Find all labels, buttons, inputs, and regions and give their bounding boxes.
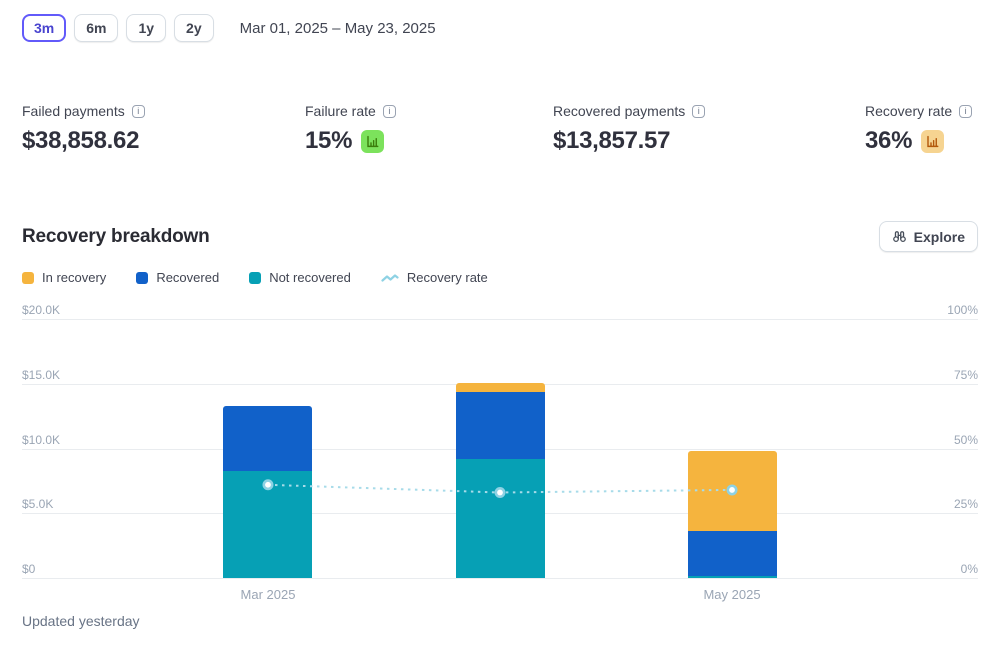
bar-stack-apr-2025[interactable] bbox=[455, 382, 545, 578]
left-axis-tick-label: $20.0K bbox=[22, 303, 61, 317]
info-icon[interactable]: i bbox=[131, 104, 145, 118]
plot-area: $20.0K 100% $15.0K 75% $10.0K 50% $5.0K 25% $0 0%… bbox=[22, 303, 978, 602]
right-axis-tick-label: 50% bbox=[953, 432, 978, 447]
bar-segment-not-recovered[interactable] bbox=[455, 458, 545, 578]
info-icon[interactable]: i bbox=[692, 104, 706, 118]
range-button-2y[interactable]: 2y bbox=[174, 14, 214, 42]
legend-swatch bbox=[136, 271, 149, 284]
updated-status-text: Updated yesterday bbox=[22, 613, 140, 629]
metric-label-text: Failure rate bbox=[305, 103, 376, 119]
metric-failed-payments: Failed payments i $38,858.62 bbox=[22, 103, 305, 155]
x-axis-label: Mar 2025 bbox=[240, 587, 296, 602]
recovery-dashboard-page: 3m 6m 1y 2y Mar 01, 2025 – May 23, 2025 … bbox=[22, 14, 978, 629]
metric-recovery-rate: Recovery rate i 36% bbox=[865, 103, 978, 155]
bar-segment-not-recovered[interactable] bbox=[687, 576, 777, 578]
range-button-6m[interactable]: 6m bbox=[74, 14, 119, 42]
bar-segment-in-recovery[interactable] bbox=[455, 382, 545, 392]
explore-button-label: Explore bbox=[913, 228, 965, 245]
right-axis-tick-label: 100% bbox=[947, 303, 978, 317]
wave-line-icon bbox=[381, 273, 399, 282]
legend-swatch bbox=[22, 271, 34, 284]
metric-label: Failure rate i bbox=[305, 103, 553, 119]
metric-value: 15% bbox=[305, 127, 353, 154]
range-button-1y[interactable]: 1y bbox=[126, 14, 167, 42]
legend-item-in-recovery: In recovery bbox=[22, 270, 106, 285]
bar-segment-recovered[interactable] bbox=[455, 391, 545, 459]
metric-value: $38,858.62 bbox=[22, 127, 140, 154]
right-axis-tick-label: 25% bbox=[953, 497, 978, 512]
legend-label: Not recovered bbox=[269, 270, 351, 285]
date-range-toolbar: 3m 6m 1y 2y Mar 01, 2025 – May 23, 2025 bbox=[22, 14, 978, 42]
range-button-3m[interactable]: 3m bbox=[22, 14, 67, 42]
metric-label: Recovery rate i bbox=[865, 103, 978, 119]
bar-stack-may-2025[interactable] bbox=[687, 451, 777, 578]
date-range-text: Mar 01, 2025 – May 23, 2025 bbox=[239, 19, 436, 37]
left-axis-tick-label: $5.0K bbox=[22, 497, 54, 512]
left-axis-tick-label: $15.0K bbox=[22, 367, 61, 382]
bar-stack-mar-2025[interactable] bbox=[223, 405, 313, 578]
binoculars-icon bbox=[892, 231, 906, 243]
grid-line: $0 0% bbox=[22, 562, 978, 579]
left-axis-tick-label: $0 bbox=[22, 562, 36, 576]
left-axis-tick-label: $10.0K bbox=[22, 432, 61, 447]
legend-item-not-recovered: Not recovered bbox=[249, 270, 351, 285]
metric-recovered-payments: Recovered payments i $13,857.57 bbox=[553, 103, 865, 155]
recovery-rate-dot bbox=[726, 484, 738, 496]
right-axis-tick-label: 75% bbox=[953, 367, 978, 382]
metric-value: 36% bbox=[865, 127, 913, 154]
bar-chart-badge bbox=[361, 129, 385, 153]
legend-label: In recovery bbox=[42, 270, 107, 285]
bar-chart-badge bbox=[921, 129, 945, 153]
section-header: Recovery breakdown Explore bbox=[22, 221, 978, 252]
recovery-rate-dot bbox=[262, 479, 274, 491]
info-icon[interactable]: i bbox=[959, 104, 973, 118]
legend-label: Recovered bbox=[156, 270, 220, 285]
grid-line: $20.0K 100% bbox=[22, 303, 978, 320]
recovery-rate-dot bbox=[494, 487, 506, 499]
metrics-row: Failed payments i $38,858.62 Failure rat… bbox=[22, 103, 978, 155]
metric-label-text: Recovered payments bbox=[553, 103, 686, 119]
metric-failure-rate: Failure rate i 15% bbox=[305, 103, 553, 155]
page-title: Recovery breakdown bbox=[22, 225, 210, 247]
bar-segment-recovered[interactable] bbox=[687, 531, 777, 577]
metric-label-text: Failed payments bbox=[22, 103, 125, 119]
info-icon[interactable]: i bbox=[382, 104, 396, 118]
explore-button[interactable]: Explore bbox=[878, 221, 978, 252]
legend-swatch bbox=[249, 271, 262, 284]
bar-segment-recovered[interactable] bbox=[223, 405, 313, 471]
x-axis-label: May 2025 bbox=[703, 587, 761, 602]
legend-item-recovered: Recovered bbox=[136, 270, 219, 285]
bar-chart-icon bbox=[367, 135, 379, 147]
bar-chart-icon bbox=[927, 135, 939, 147]
metric-label-text: Recovery rate bbox=[865, 103, 953, 119]
metric-label: Recovered payments i bbox=[553, 103, 865, 119]
legend-item-recovery-rate: Recovery rate bbox=[381, 270, 488, 285]
right-axis-tick-label: 0% bbox=[960, 562, 978, 576]
metric-label: Failed payments i bbox=[22, 103, 305, 119]
metric-value: $13,857.57 bbox=[553, 127, 671, 154]
legend-label: Recovery rate bbox=[406, 270, 488, 285]
chart-legend: In recovery Recovered Not recovered Reco… bbox=[22, 270, 978, 285]
recovery-rate-line bbox=[262, 479, 738, 499]
